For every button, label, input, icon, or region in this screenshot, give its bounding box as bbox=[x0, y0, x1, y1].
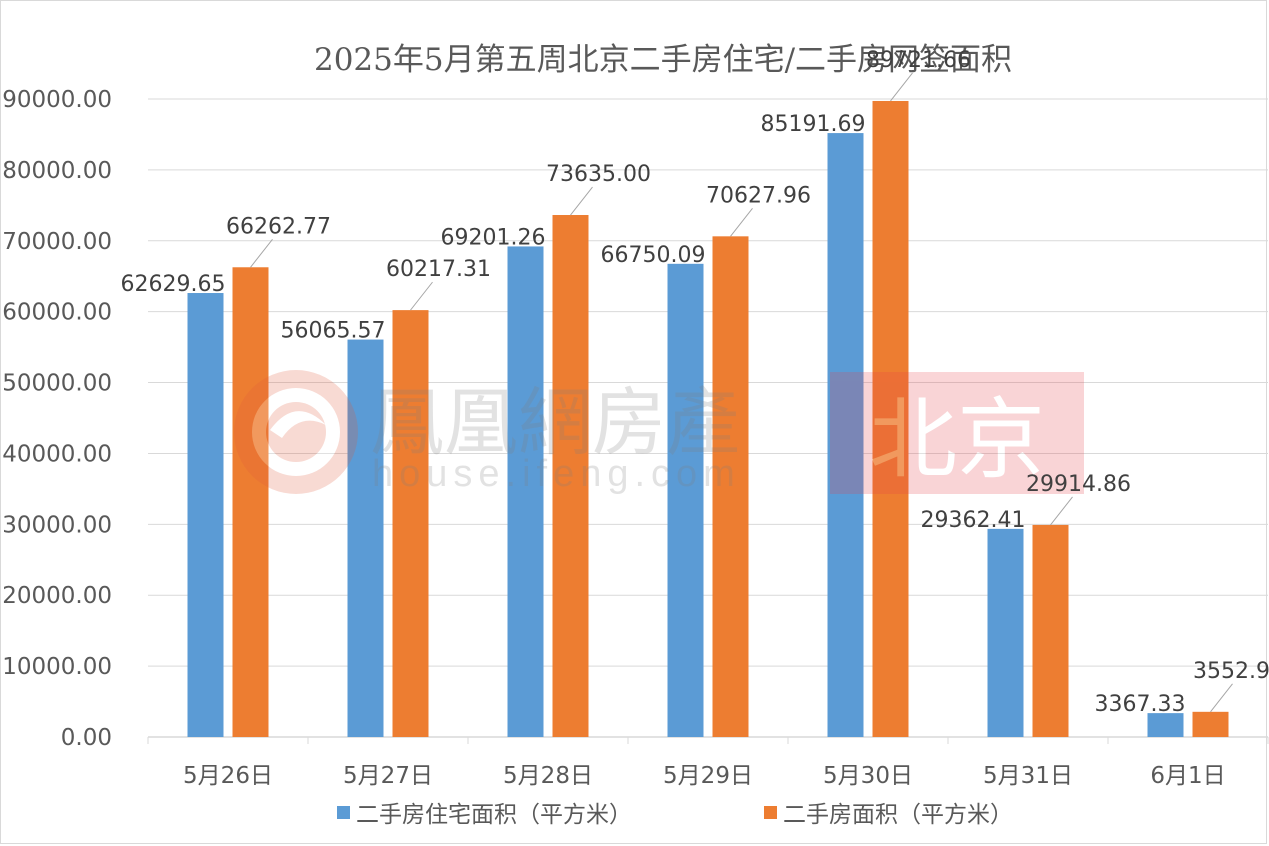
gridlines bbox=[148, 98, 1268, 667]
bar-residential bbox=[187, 293, 224, 737]
bar-total bbox=[1192, 711, 1229, 737]
bar-total bbox=[392, 310, 429, 737]
leader-line bbox=[890, 72, 913, 102]
bar-total bbox=[232, 267, 269, 737]
watermark-brand: 鳳凰網房產 bbox=[370, 380, 740, 466]
y-tick-label: 0.00 bbox=[61, 725, 112, 751]
chart-title: 2025年5月第五周北京二手房住宅/二手房网签面积 bbox=[314, 42, 1012, 78]
x-tick-label: 6月1日 bbox=[1150, 763, 1225, 789]
data-label-residential: 56065.57 bbox=[281, 319, 386, 344]
legend: 二手房住宅面积（平方米） 二手房面积（平方米） bbox=[337, 802, 1013, 828]
bars bbox=[187, 100, 1229, 738]
data-label-total: 60217.31 bbox=[386, 257, 491, 282]
bar-residential bbox=[507, 246, 544, 738]
leader-line bbox=[250, 238, 273, 268]
data-label-residential: 3367.33 bbox=[1095, 692, 1186, 717]
leader-line bbox=[570, 186, 593, 216]
watermark-url: house.ifeng.com bbox=[372, 453, 741, 495]
bar-residential bbox=[1147, 713, 1184, 737]
x-tick-label: 5月31日 bbox=[983, 763, 1073, 789]
y-tick-label: 60000.00 bbox=[2, 300, 112, 326]
y-tick-label: 10000.00 bbox=[2, 654, 112, 680]
legend-swatch-residential bbox=[337, 806, 350, 819]
data-label-total: 70627.96 bbox=[706, 183, 811, 208]
legend-label-total: 二手房面积（平方米） bbox=[783, 802, 1013, 828]
data-label-residential: 62629.65 bbox=[121, 272, 226, 297]
watermark-city-badge bbox=[830, 372, 1084, 494]
phoenix-logo-icon bbox=[234, 370, 358, 494]
y-tick-label: 40000.00 bbox=[2, 441, 112, 467]
data-label-total: 3552.91 bbox=[1193, 659, 1269, 684]
data-label-residential: 66750.09 bbox=[601, 243, 706, 268]
y-tick-label: 80000.00 bbox=[2, 158, 112, 184]
data-label-total: 29914.86 bbox=[1026, 472, 1131, 497]
watermark: 鳳凰網房產 house.ifeng.com 北京 bbox=[234, 370, 1084, 495]
data-label-total: 66262.77 bbox=[226, 214, 331, 239]
x-tick-label: 5月30日 bbox=[823, 763, 913, 789]
y-tick-label: 50000.00 bbox=[2, 371, 112, 397]
watermark-city: 北京 bbox=[869, 388, 1045, 491]
data-label-total: 73635.00 bbox=[546, 162, 651, 187]
x-tick-label: 5月28日 bbox=[503, 763, 593, 789]
data-label-residential: 85191.69 bbox=[761, 112, 866, 137]
bar-residential bbox=[827, 133, 864, 737]
y-tick-label: 20000.00 bbox=[2, 583, 112, 609]
y-tick-label: 70000.00 bbox=[2, 229, 112, 255]
bar-total bbox=[1032, 524, 1069, 737]
leader-line bbox=[730, 208, 753, 237]
x-tick-label: 5月27日 bbox=[343, 763, 433, 789]
legend-swatch-total bbox=[764, 806, 777, 819]
x-tick-label: 5月29日 bbox=[663, 763, 753, 789]
bar-residential bbox=[667, 263, 704, 737]
leader-line bbox=[1050, 496, 1073, 526]
data-label-residential: 29362.41 bbox=[921, 508, 1026, 533]
data-label-residential: 69201.26 bbox=[441, 225, 546, 250]
data-label-total: 89721.66 bbox=[866, 48, 971, 73]
bar-total bbox=[872, 100, 909, 737]
leader-line bbox=[410, 281, 433, 311]
bar-total bbox=[712, 236, 749, 737]
legend-label-residential: 二手房住宅面积（平方米） bbox=[356, 802, 632, 828]
bar-residential bbox=[347, 339, 384, 737]
bar-total bbox=[552, 215, 589, 738]
bar-residential bbox=[987, 528, 1024, 737]
y-tick-label: 30000.00 bbox=[2, 512, 112, 538]
axes: 0.00 10000.00 20000.00 30000.00 40000.00 5000… bbox=[2, 87, 1269, 789]
leader-line bbox=[1210, 683, 1233, 713]
x-tick-label: 5月26日 bbox=[183, 763, 273, 789]
y-tick-label: 90000.00 bbox=[2, 87, 112, 113]
data-labels: 62629.65 66262.77 56065.57 60217.31 69201.26… bbox=[121, 48, 1269, 717]
